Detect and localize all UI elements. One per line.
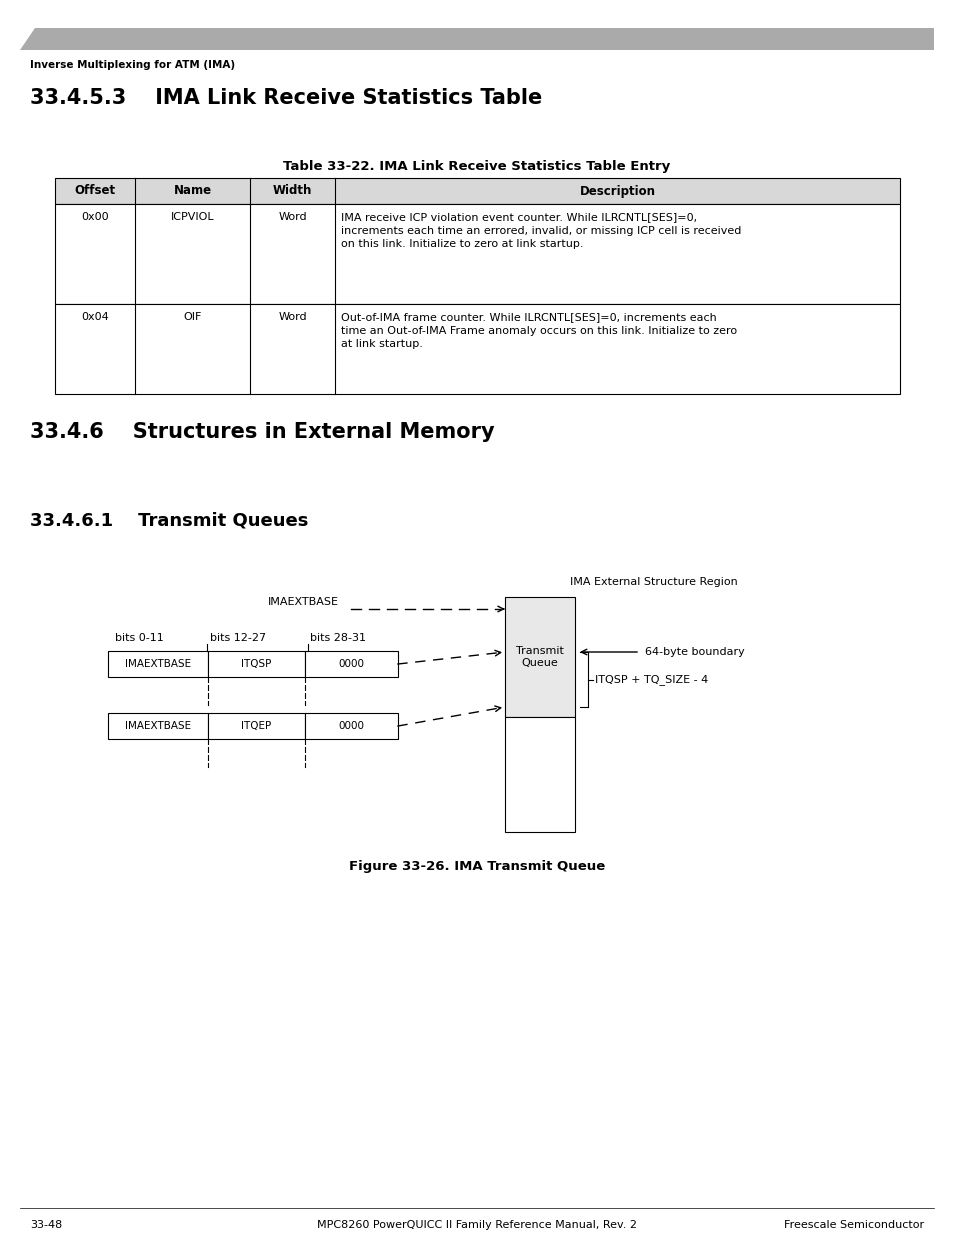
Bar xyxy=(504,718,575,832)
Text: Description: Description xyxy=(578,184,655,198)
Bar xyxy=(504,597,575,718)
Text: Inverse Multiplexing for ATM (IMA): Inverse Multiplexing for ATM (IMA) xyxy=(30,61,234,70)
Text: 0x00: 0x00 xyxy=(81,212,109,222)
Text: 33.4.5.3    IMA Link Receive Statistics Table: 33.4.5.3 IMA Link Receive Statistics Tab… xyxy=(30,88,541,107)
Text: ITQEP: ITQEP xyxy=(241,721,272,731)
Text: Word: Word xyxy=(278,212,307,222)
Text: ITQSP + TQ_SIZE - 4: ITQSP + TQ_SIZE - 4 xyxy=(595,674,707,685)
Text: IMA External Structure Region: IMA External Structure Region xyxy=(569,577,737,587)
Text: bits 0-11: bits 0-11 xyxy=(115,634,164,643)
Text: 0000: 0000 xyxy=(338,721,364,731)
Text: IMA receive ICP violation event counter. While ILRCNTL[SES]=0,
increments each t: IMA receive ICP violation event counter.… xyxy=(340,212,740,249)
Bar xyxy=(55,204,899,304)
Bar xyxy=(55,178,899,204)
Bar xyxy=(208,713,305,739)
Bar xyxy=(108,651,208,677)
Text: ITQSP: ITQSP xyxy=(241,659,272,669)
Bar xyxy=(305,651,397,677)
Text: 0000: 0000 xyxy=(338,659,364,669)
Text: OIF: OIF xyxy=(183,312,201,322)
Text: MPC8260 PowerQUICC II Family Reference Manual, Rev. 2: MPC8260 PowerQUICC II Family Reference M… xyxy=(316,1220,637,1230)
Polygon shape xyxy=(20,28,933,49)
Text: IMAEXTBASE: IMAEXTBASE xyxy=(125,721,191,731)
Bar xyxy=(208,651,305,677)
Text: 0x04: 0x04 xyxy=(81,312,109,322)
Text: Figure 33-26. IMA Transmit Queue: Figure 33-26. IMA Transmit Queue xyxy=(349,860,604,873)
Bar xyxy=(55,304,899,394)
Text: IMAEXTBASE: IMAEXTBASE xyxy=(125,659,191,669)
Text: bits 28-31: bits 28-31 xyxy=(310,634,366,643)
Text: Width: Width xyxy=(273,184,312,198)
Text: ICPVIOL: ICPVIOL xyxy=(171,212,214,222)
Text: Name: Name xyxy=(173,184,212,198)
Text: Table 33-22. IMA Link Receive Statistics Table Entry: Table 33-22. IMA Link Receive Statistics… xyxy=(283,161,670,173)
Text: Freescale Semiconductor: Freescale Semiconductor xyxy=(783,1220,923,1230)
Bar xyxy=(305,713,397,739)
Text: Out-of-IMA frame counter. While ILRCNTL[SES]=0, increments each
time an Out-of-I: Out-of-IMA frame counter. While ILRCNTL[… xyxy=(340,312,737,350)
Text: 33.4.6    Structures in External Memory: 33.4.6 Structures in External Memory xyxy=(30,422,494,442)
Text: IMAEXTBASE: IMAEXTBASE xyxy=(268,597,338,606)
Text: Word: Word xyxy=(278,312,307,322)
Text: bits 12-27: bits 12-27 xyxy=(210,634,266,643)
Text: Transmit
Queue: Transmit Queue xyxy=(516,646,563,668)
Text: Offset: Offset xyxy=(74,184,115,198)
Bar xyxy=(108,713,208,739)
Text: 33-48: 33-48 xyxy=(30,1220,62,1230)
Text: 33.4.6.1    Transmit Queues: 33.4.6.1 Transmit Queues xyxy=(30,513,308,530)
Text: 64-byte boundary: 64-byte boundary xyxy=(644,647,744,657)
